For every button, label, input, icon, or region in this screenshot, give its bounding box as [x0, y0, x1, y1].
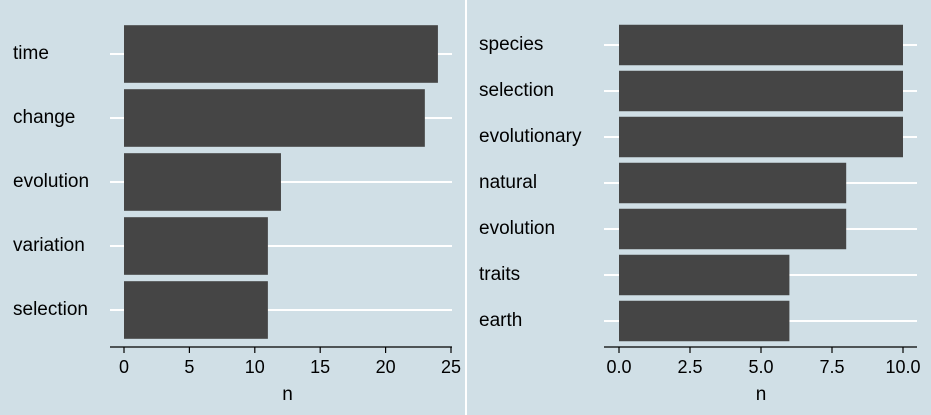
bar-evolution [124, 153, 281, 211]
x-tick-label: 5.0 [748, 357, 773, 377]
bar-earth [619, 300, 790, 342]
right-bar-chart: species selection evolutionary natural evolu… [479, 24, 921, 405]
x-tick-label: 10 [245, 357, 265, 377]
bar-traits [619, 254, 790, 296]
category-label: species [479, 34, 543, 55]
category-label: earth [479, 310, 522, 331]
x-tick-label: 2.5 [677, 357, 702, 377]
bar-selection [619, 70, 903, 112]
bar-species [619, 24, 903, 66]
bar-variation [124, 217, 268, 275]
x-axis-label: n [282, 384, 293, 405]
bar-evolution [619, 208, 847, 250]
x-tick-label: 0.0 [606, 357, 631, 377]
x-tick-label: 5 [184, 357, 194, 377]
x-tick-label: 20 [376, 357, 396, 377]
category-label: evolutionary [479, 126, 582, 147]
category-label: selection [13, 299, 88, 320]
x-tick-label: 7.5 [819, 357, 844, 377]
category-label: natural [479, 172, 537, 193]
category-label: evolution [479, 218, 555, 239]
bar-time [124, 25, 438, 83]
category-label: variation [13, 235, 85, 256]
x-tick-label: 25 [441, 357, 461, 377]
category-label: traits [479, 264, 520, 285]
category-label: evolution [13, 171, 89, 192]
x-tick-label: 10.0 [885, 357, 920, 377]
x-tick-label: 15 [310, 357, 330, 377]
left-bar-chart: time change evolution variation selection 0 5 1… [13, 25, 461, 405]
category-label: time [13, 43, 49, 64]
bar-evolutionary [619, 116, 903, 158]
category-label: selection [479, 80, 554, 101]
category-label: change [13, 107, 75, 128]
bar-selection [124, 281, 268, 339]
bar-natural [619, 162, 847, 204]
bar-change [124, 89, 425, 147]
x-axis-label: n [756, 384, 767, 405]
x-tick-label: 0 [119, 357, 129, 377]
